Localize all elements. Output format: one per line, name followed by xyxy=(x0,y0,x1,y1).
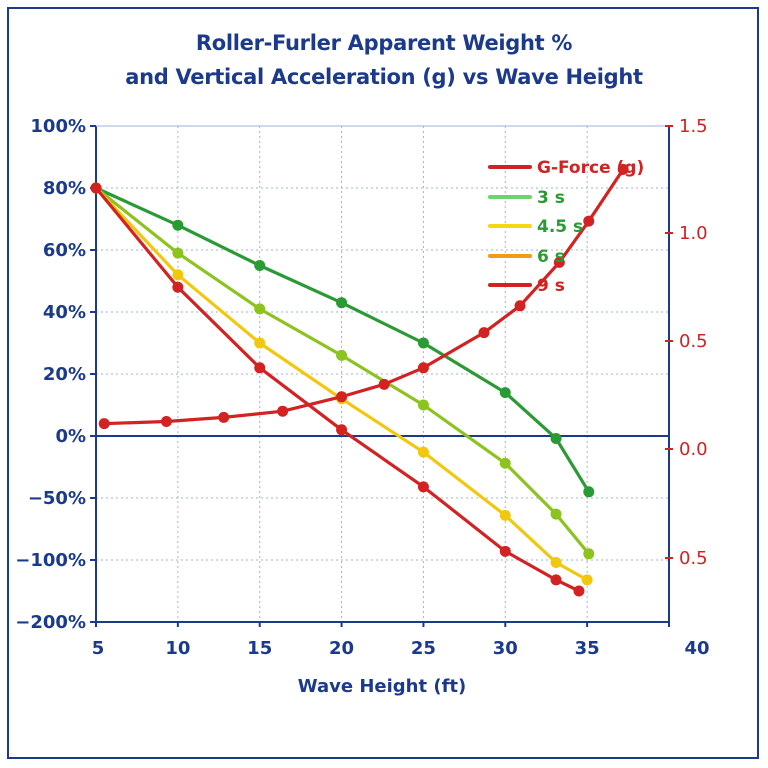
data-point xyxy=(90,182,102,194)
data-point xyxy=(573,585,585,597)
left-tick-label: 80% xyxy=(43,178,86,199)
data-point xyxy=(417,399,429,411)
data-point xyxy=(254,303,266,315)
right-tick-label: 0.5 xyxy=(679,548,708,569)
data-point xyxy=(550,432,562,444)
left-tick-label: −200% xyxy=(15,612,86,633)
right-tick-label: 0.0 xyxy=(679,439,708,460)
data-point xyxy=(550,556,562,568)
legend-item: 4.5 s xyxy=(488,217,583,237)
data-point xyxy=(254,362,266,374)
x-tick-label: 10 xyxy=(165,638,190,659)
data-point xyxy=(218,411,230,423)
grid xyxy=(96,126,669,622)
series-9-s xyxy=(90,182,585,597)
series-line xyxy=(95,186,591,555)
series-line xyxy=(94,186,588,582)
legend-label: 4.5 s xyxy=(537,217,583,237)
data-point xyxy=(478,327,490,339)
x-tick-label: 35 xyxy=(575,638,600,659)
x-tick-label: 5 xyxy=(92,638,105,659)
legend-item: G-Force (g) xyxy=(488,158,644,178)
right-tick-label: 1.5 xyxy=(679,116,708,137)
x-tick-label: 30 xyxy=(493,638,518,659)
data-point xyxy=(98,418,110,430)
data-point xyxy=(336,297,348,309)
data-point xyxy=(172,247,184,259)
data-point xyxy=(499,509,511,521)
data-point xyxy=(581,574,593,586)
legend-label: 3 s xyxy=(537,188,565,208)
data-point xyxy=(417,362,429,374)
series-line xyxy=(94,186,580,593)
series-3-s xyxy=(90,182,595,498)
data-point xyxy=(172,269,184,281)
x-tick-label: 40 xyxy=(684,638,709,659)
data-point xyxy=(550,574,562,586)
left-tick-label: −100% xyxy=(15,550,86,571)
data-point xyxy=(553,256,565,268)
data-point xyxy=(378,378,390,390)
data-point xyxy=(583,548,595,560)
data-point xyxy=(336,391,348,403)
data-point xyxy=(254,337,266,349)
series-line xyxy=(95,186,591,493)
legend: G-Force (g) 3 s 4.5 s 6 s 9 s xyxy=(488,158,644,296)
legend-item: 3 s xyxy=(488,188,565,208)
legend-label: G-Force (g) xyxy=(537,158,644,178)
data-point xyxy=(172,281,184,293)
data-point xyxy=(499,387,511,399)
data-point xyxy=(254,260,266,271)
x-tick-label: 25 xyxy=(411,638,436,659)
chart-title-line-2: and Vertical Acceleration (g) vs Wave He… xyxy=(125,65,643,89)
right-tick-label: 0.5 xyxy=(679,331,708,352)
legend-item: 6 s xyxy=(488,247,565,267)
legend-label: 6 s xyxy=(537,247,565,267)
legend-label: 9 s xyxy=(537,276,565,296)
data-point xyxy=(499,457,511,469)
chart-title-line-1: Roller-Furler Apparent Weight % xyxy=(195,31,573,55)
data-point xyxy=(499,545,511,557)
chart-title: Roller-Furler Apparent Weight % and Vert… xyxy=(0,26,768,94)
data-point xyxy=(550,508,562,520)
x-tick-label: 20 xyxy=(329,638,354,659)
data-point xyxy=(160,416,172,428)
data-point xyxy=(172,219,184,231)
data-point xyxy=(583,215,595,227)
left-tick-label: 40% xyxy=(43,302,86,323)
data-point xyxy=(617,163,629,175)
data-point xyxy=(583,486,595,498)
left-tick-label: 60% xyxy=(43,240,86,261)
legend-item: 9 s xyxy=(488,276,565,296)
left-tick-label: 20% xyxy=(43,364,86,385)
data-point xyxy=(417,481,429,493)
data-point xyxy=(514,300,526,312)
left-tick-label: 100% xyxy=(30,116,86,137)
series-line xyxy=(104,168,625,426)
left-tick-label: 0% xyxy=(55,426,86,447)
data-point xyxy=(336,349,348,361)
series xyxy=(90,163,629,597)
data-point xyxy=(277,405,289,417)
series-g-force-g- xyxy=(98,163,629,430)
right-tick-label: 1.0 xyxy=(679,223,708,244)
data-point xyxy=(336,424,348,436)
data-point xyxy=(417,337,429,349)
x-tick-label: 15 xyxy=(247,638,272,659)
data-point xyxy=(417,446,429,458)
x-axis-label: Wave Height (ft) xyxy=(298,676,466,697)
series-4-5-s xyxy=(90,182,595,560)
left-tick-label: −50% xyxy=(28,488,86,509)
